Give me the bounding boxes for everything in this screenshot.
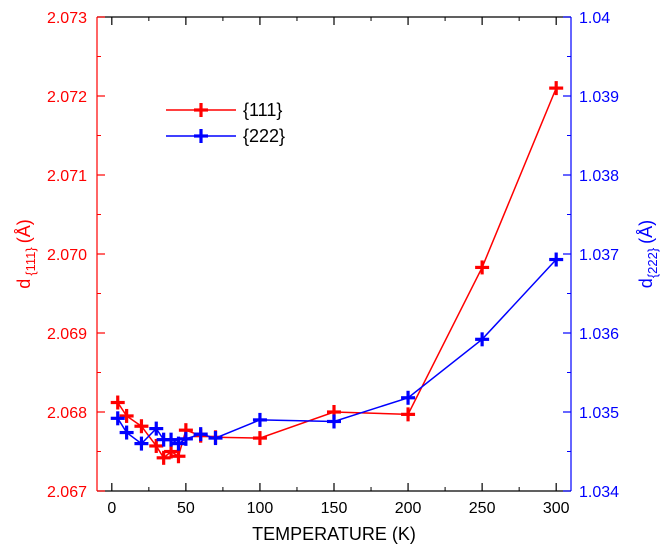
series-222-point xyxy=(110,411,125,426)
legend-item-222: {222} xyxy=(166,126,285,146)
y-right-tick-label: 1.035 xyxy=(579,405,619,422)
series-222-point xyxy=(401,390,416,405)
x-tick-label: 100 xyxy=(247,500,274,517)
y-left-tick-label: 2.068 xyxy=(47,405,87,422)
series-111-point xyxy=(149,438,164,453)
series-222-point xyxy=(119,425,134,440)
y-right-tick-label: 1.039 xyxy=(579,89,619,106)
y-right-tick-label: 1.037 xyxy=(579,247,619,264)
legend-marker xyxy=(194,103,208,117)
y-right-tick-label: 1.034 xyxy=(579,484,619,501)
y-left-tick-label: 2.069 xyxy=(47,326,87,343)
legend-marker xyxy=(194,129,208,143)
y-right-tick-label: 1.038 xyxy=(579,168,619,185)
series-111-point xyxy=(171,449,186,464)
series-222-point xyxy=(549,252,564,267)
series-111-point xyxy=(134,419,149,434)
y-axis-left-title: d {111} (Å) xyxy=(14,219,38,288)
series-222-point xyxy=(149,421,164,436)
series-111-point xyxy=(475,260,490,275)
y-axis-right-title: d{222} (Å) xyxy=(636,220,660,288)
x-tick-label: 0 xyxy=(107,500,116,517)
series-111 xyxy=(110,81,564,465)
series-222-point xyxy=(475,332,490,347)
legend-label: {222} xyxy=(243,126,285,146)
y-axis-left-title-unit: (Å) xyxy=(14,219,34,243)
legend: {111} {222} xyxy=(166,100,285,146)
y-left-tick-label: 2.073 xyxy=(47,10,87,27)
y-left-tick-label: 2.067 xyxy=(47,484,87,501)
series-111-point xyxy=(156,450,171,465)
series-222 xyxy=(110,252,564,451)
x-axis-title: TEMPERATURE (K) xyxy=(252,524,416,544)
y-axis-left-title-sub: {111} xyxy=(23,247,38,276)
series-222-point xyxy=(208,431,223,446)
y-left-tick-label: 2.071 xyxy=(47,168,87,185)
series-222-point xyxy=(193,427,208,442)
series-layer xyxy=(110,81,564,465)
series-111-point xyxy=(164,444,179,459)
series-222-point xyxy=(164,432,179,447)
series-222-point xyxy=(252,412,267,427)
y-axis-right-title-base: d xyxy=(636,278,656,288)
series-111-point xyxy=(110,395,125,410)
series-111-point xyxy=(252,431,267,446)
axes: 0 50 100 150 200 250 300 2.067 2.068 2.069 2.070 2.… xyxy=(14,10,660,544)
y-right-tick-label: 1.04 xyxy=(579,10,610,27)
series-222-point xyxy=(171,436,186,451)
y-axis-left-title-base: d xyxy=(14,279,34,289)
x-tick-label: 250 xyxy=(469,500,496,517)
legend-item-111: {111} xyxy=(166,100,282,120)
series-111-point xyxy=(119,408,134,423)
y-right-tick-label: 1.036 xyxy=(579,326,619,343)
x-tick-label: 300 xyxy=(543,500,570,517)
series-111-point xyxy=(401,407,416,422)
y-axis-right-title-unit: (Å) xyxy=(636,220,656,244)
y-left-tick-label: 2.070 xyxy=(47,247,87,264)
series-222-point xyxy=(178,431,193,446)
series-111-line xyxy=(117,87,557,459)
legend-label: {111} xyxy=(243,100,282,120)
series-222-point xyxy=(327,414,341,429)
series-111-point xyxy=(549,81,564,96)
y-left-tick-label: 2.072 xyxy=(47,89,87,106)
series-222-line xyxy=(117,259,557,445)
x-tick-label: 50 xyxy=(177,500,195,517)
series-222-point xyxy=(134,436,149,451)
x-tick-label: 200 xyxy=(395,500,422,517)
y-axis-right-title-sub: {222} xyxy=(645,247,660,278)
x-tick-label: 150 xyxy=(321,500,348,517)
